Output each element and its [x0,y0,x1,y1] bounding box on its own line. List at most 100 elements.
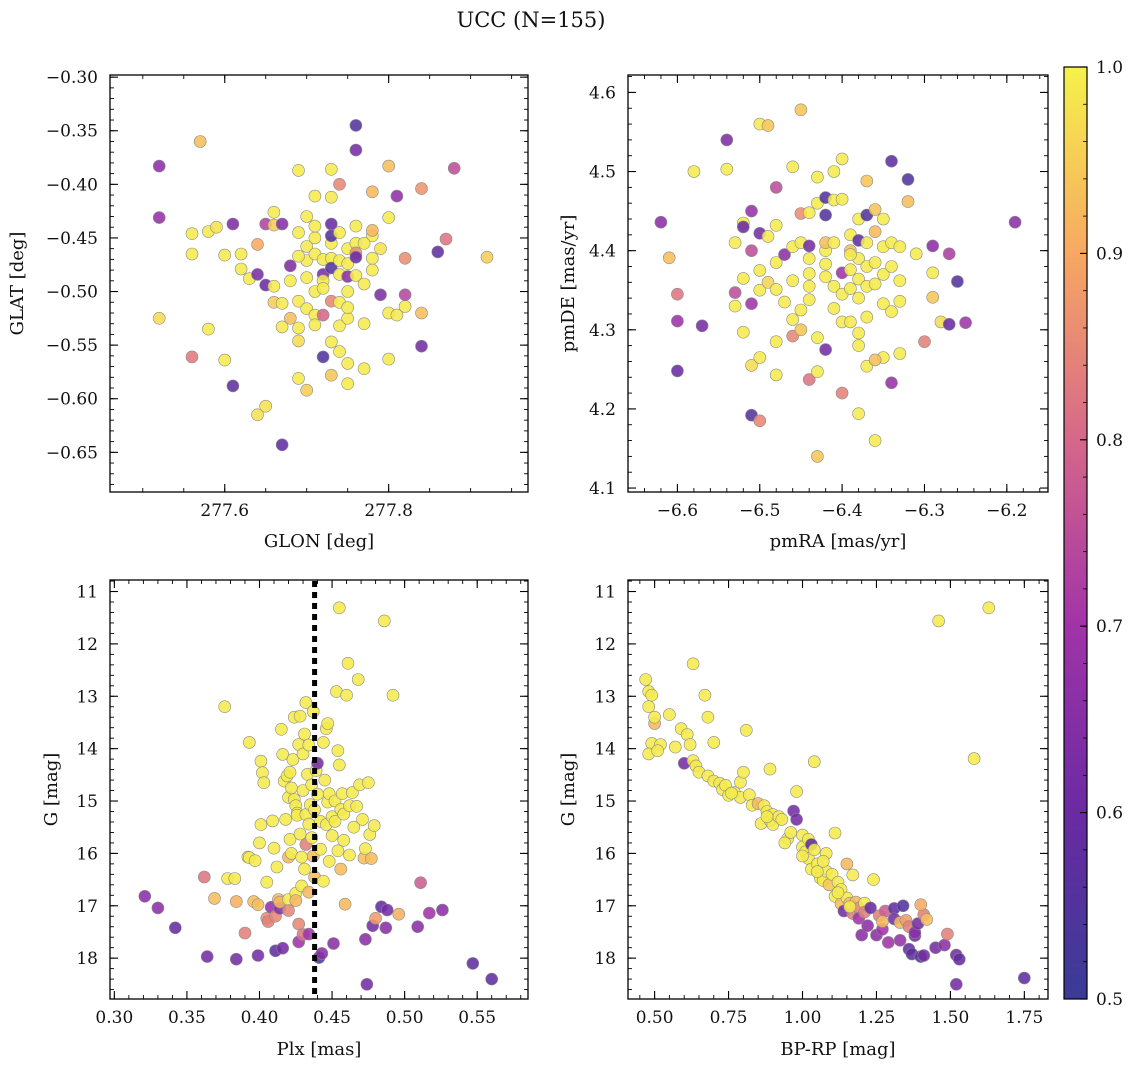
scatter-point [285,781,298,795]
scatter-point [251,268,264,281]
y-tick-label: −0.65 [46,443,98,463]
plot-points [138,581,499,998]
scatter-point [292,321,305,335]
scatter-point [769,283,783,296]
scatter-point [876,268,890,281]
scatter-point [790,813,803,826]
scatter-point [786,274,800,288]
scatter-point [720,133,734,147]
scatter-point [860,310,874,324]
scatter-point [819,270,832,284]
x-tick-label: 0.55 [458,1008,496,1028]
scatter-point [295,850,308,864]
y-tick-label: 12 [594,635,616,655]
scatter-point [794,103,808,117]
scatter-point [885,154,898,168]
colorbar-tick-label: 1.0 [1096,58,1123,78]
scatter-point [369,911,382,925]
scatter-point [392,907,406,921]
x-tick-label: 1.50 [931,1008,969,1028]
scatter-point [292,226,305,239]
scatter-point [951,275,964,288]
scatter-point [185,350,199,364]
scatter-point [360,977,374,991]
scatter-point [349,219,363,233]
colorbar-tick-label: 0.9 [1096,244,1123,264]
scatter-point [802,252,816,265]
y-tick-label: −0.45 [46,229,98,249]
scatter-point [967,752,981,765]
x-axis-label: pmRA [mas/yr] [770,531,907,552]
scatter-point [736,272,750,285]
scatter-point [860,174,874,188]
scatter-point [357,237,371,250]
scatter-point [827,236,841,249]
scatter-point [687,165,701,178]
scatter-point [332,601,346,615]
scatter-point [796,849,809,863]
scatter-point [302,738,316,752]
y-tick-label: −0.35 [46,122,98,142]
scatter-point [769,256,783,269]
scatter-point [390,189,404,203]
scatter-point [193,135,207,148]
scatter-point [415,182,428,195]
colorbar-tick-label: 0.7 [1096,617,1123,637]
scatter-point [807,755,821,769]
scatter-point [827,279,841,293]
scatter-point [769,335,783,349]
scatter-point [218,353,231,367]
scatter-point [350,799,364,813]
scatter-point [415,306,428,320]
scatter-point [868,353,882,367]
x-axis-label: Plx [mas] [277,1039,362,1060]
scatter-point [844,248,857,261]
scatter-point [784,826,798,839]
scatter-point [324,335,338,349]
scatter-point [251,408,264,422]
scatter-point [293,709,307,723]
scatter-point [274,722,288,736]
scatter-point [248,854,262,868]
x-tick-label: −6.3 [904,501,945,521]
scatter-point [725,786,738,800]
scatter-point [275,438,289,452]
scatter-point [728,236,742,249]
scatter-point [299,696,313,709]
scatter-point [810,865,824,879]
scatter-point [867,873,880,886]
scatter-point [349,143,363,157]
scatter-point [775,813,789,826]
scatter-point [333,319,346,333]
scatter-point [802,267,816,280]
y-tick-label: 16 [594,844,616,864]
scatter-point [333,226,346,239]
scatter-point [959,316,972,330]
scatter-point [1018,971,1031,985]
scatter-point [286,753,300,766]
scatter-point [260,875,274,889]
x-tick-label: 1.25 [858,1008,896,1028]
y-axis-label: GLAT [deg] [7,232,28,336]
scatter-point [807,843,821,857]
scatter-point [152,159,166,173]
y-tick-label: 14 [594,740,616,760]
scatter-point [827,165,841,178]
scatter-point [794,303,808,317]
scatter-point [811,450,824,463]
x-tick-labels: −6.6 −6.5 −6.4 −6.3 −6.2 [657,501,1028,521]
y-tick-labels: −0.30 −0.35 −0.40 −0.45 −0.50 −0.55 −0.60 −0.65 [46,68,98,463]
panel-top-left: 277.6 277.8 −0.30 −0.35 −0.40 −0.45 −0.50 −0.5… [7,68,529,552]
scatter-point [316,308,330,322]
scatter-point [340,688,353,702]
scatter-point [343,848,356,862]
scatter-point [901,195,915,208]
scatter-point [341,377,355,391]
y-tick-label: 13 [76,687,98,707]
scatter-point [745,359,758,372]
scatter-point [318,773,332,787]
scatter-point [151,901,165,915]
scatter-point [431,245,445,259]
y-tick-label: −0.40 [46,175,98,195]
scatter-point [827,302,841,315]
